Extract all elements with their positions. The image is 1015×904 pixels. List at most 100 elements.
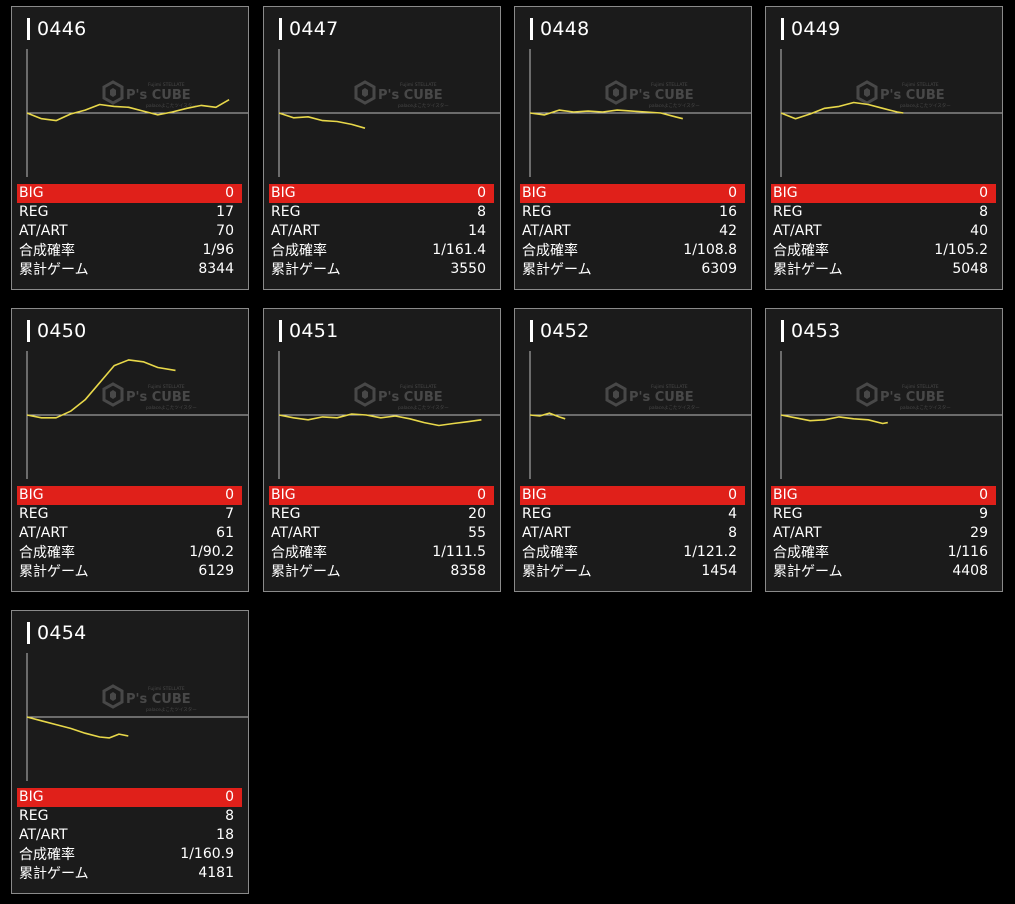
- stat-label-big: BIG: [271, 185, 296, 202]
- stat-row-big: BIG 0: [17, 486, 242, 505]
- stat-label-big: BIG: [271, 487, 296, 504]
- trend-line: [26, 99, 230, 122]
- machine-card-0450[interactable]: 0450 P's CUBE Fujimi STELLATE palaceよこたツ…: [11, 308, 249, 592]
- machine-number: 0454: [37, 622, 87, 644]
- stat-value-total-games: 3550: [450, 260, 486, 277]
- machine-card-0453[interactable]: 0453 P's CUBE Fujimi STELLATE palaceよこたツ…: [765, 308, 1003, 592]
- stat-row-combined-prob: 合成確率 1/111.5: [269, 542, 494, 561]
- stat-row-at-art: AT/ART 40: [771, 222, 996, 241]
- stat-row-at-art: AT/ART 14: [269, 222, 494, 241]
- stat-value-total-games: 4408: [952, 562, 988, 579]
- stat-row-total-games: 累計ゲーム 4408: [771, 561, 996, 580]
- stat-label-total-games: 累計ゲーム: [271, 563, 341, 580]
- trend-line: [26, 359, 176, 419]
- watermark-logo-icon: P's CUBE Fujimi STELLATE palaceよこたツイスター: [354, 80, 449, 109]
- stat-row-total-games: 累計ゲーム 5048: [771, 259, 996, 278]
- slump-graph: P's CUBE Fujimi STELLATE palaceよこたツイスター: [278, 49, 500, 177]
- watermark-tagline-bottom: palaceよこたツイスター: [900, 404, 951, 411]
- stat-row-at-art: AT/ART 55: [269, 524, 494, 543]
- machine-card-0449[interactable]: 0449 P's CUBE Fujimi STELLATE palaceよこたツ…: [765, 6, 1003, 290]
- stat-label-combined-prob: 合成確率: [522, 242, 578, 259]
- stat-row-combined-prob: 合成確率 1/96: [17, 240, 242, 259]
- stat-label-combined-prob: 合成確率: [19, 846, 75, 863]
- stat-row-combined-prob: 合成確率 1/121.2: [520, 542, 745, 561]
- machine-card-0454[interactable]: 0454 P's CUBE Fujimi STELLATE palaceよこたツ…: [11, 610, 249, 894]
- machine-card-0448[interactable]: 0448 P's CUBE Fujimi STELLATE palaceよこたツ…: [514, 6, 752, 290]
- stat-label-reg: REG: [19, 204, 49, 221]
- stat-value-combined-prob: 1/111.5: [432, 543, 486, 560]
- stat-row-combined-prob: 合成確率 1/108.8: [520, 240, 745, 259]
- stat-row-big: BIG 0: [771, 486, 996, 505]
- stats-table: BIG 0 REG 4 AT/ART 8 合成確率 1/121.2 累計ゲーム …: [520, 486, 745, 580]
- machine-number: 0450: [37, 320, 87, 342]
- watermark-logo-icon: P's CUBE Fujimi STELLATE palaceよこたツイスター: [605, 80, 700, 109]
- title-accent-bar: [27, 18, 30, 40]
- stats-table: BIG 0 REG 8 AT/ART 40 合成確率 1/105.2 累計ゲーム…: [771, 184, 996, 278]
- stat-label-big: BIG: [522, 487, 547, 504]
- stat-label-reg: REG: [773, 506, 803, 523]
- stat-label-total-games: 累計ゲーム: [522, 563, 592, 580]
- watermark-brand: P's CUBE: [378, 390, 443, 405]
- watermark-brand: P's CUBE: [629, 88, 694, 103]
- stat-row-total-games: 累計ゲーム 1454: [520, 561, 745, 580]
- stat-row-combined-prob: 合成確率 1/161.4: [269, 240, 494, 259]
- watermark-brand: P's CUBE: [629, 390, 694, 405]
- slump-graph: P's CUBE Fujimi STELLATE palaceよこたツイスター: [26, 351, 248, 479]
- stat-row-reg: REG 9: [771, 505, 996, 524]
- stat-value-reg: 9: [979, 506, 988, 523]
- watermark-tagline-bottom: palaceよこたツイスター: [146, 404, 197, 411]
- watermark-logo-icon: P's CUBE Fujimi STELLATE palaceよこたツイスター: [102, 382, 197, 411]
- stat-row-big: BIG 0: [520, 184, 745, 203]
- stat-row-total-games: 累計ゲーム 6129: [17, 561, 242, 580]
- stat-label-big: BIG: [522, 185, 547, 202]
- stat-row-at-art: AT/ART 8: [520, 524, 745, 543]
- watermark-brand: P's CUBE: [126, 692, 191, 707]
- stat-value-at-art: 40: [970, 222, 988, 239]
- stat-value-reg: 8: [225, 808, 234, 825]
- stat-label-reg: REG: [19, 506, 49, 523]
- stat-label-total-games: 累計ゲーム: [19, 261, 89, 278]
- stat-row-total-games: 累計ゲーム 8358: [269, 561, 494, 580]
- stat-value-at-art: 18: [216, 826, 234, 843]
- stat-label-total-games: 累計ゲーム: [773, 563, 843, 580]
- stat-row-big: BIG 0: [771, 184, 996, 203]
- stat-value-reg: 20: [468, 506, 486, 523]
- stat-value-combined-prob: 1/160.9: [180, 845, 234, 862]
- stat-row-at-art: AT/ART 29: [771, 524, 996, 543]
- stat-value-combined-prob: 1/108.8: [683, 241, 737, 258]
- stat-value-reg: 16: [719, 204, 737, 221]
- stat-label-reg: REG: [271, 204, 301, 221]
- machine-card-0452[interactable]: 0452 P's CUBE Fujimi STELLATE palaceよこたツ…: [514, 308, 752, 592]
- machine-card-0447[interactable]: 0447 P's CUBE Fujimi STELLATE palaceよこたツ…: [263, 6, 501, 290]
- machine-card-0446[interactable]: 0446 P's CUBE Fujimi STELLATE palaceよこたツ…: [11, 6, 249, 290]
- stat-row-combined-prob: 合成確率 1/160.9: [17, 844, 242, 863]
- stat-row-reg: REG 8: [771, 203, 996, 222]
- stat-label-total-games: 累計ゲーム: [271, 261, 341, 278]
- slump-graph: P's CUBE Fujimi STELLATE palaceよこたツイスター: [26, 49, 248, 177]
- stat-value-at-art: 29: [970, 524, 988, 541]
- stat-value-total-games: 6129: [198, 562, 234, 579]
- watermark-tagline-top: Fujimi STELLATE: [902, 384, 939, 390]
- machine-card-0451[interactable]: 0451 P's CUBE Fujimi STELLATE palaceよこたツ…: [263, 308, 501, 592]
- stat-value-combined-prob: 1/121.2: [683, 543, 737, 560]
- stat-value-big: 0: [477, 185, 486, 202]
- machine-number: 0452: [540, 320, 590, 342]
- watermark-tagline-top: Fujimi STELLATE: [902, 82, 939, 88]
- stat-value-reg: 8: [979, 204, 988, 221]
- watermark-brand: P's CUBE: [378, 88, 443, 103]
- stat-row-combined-prob: 合成確率 1/105.2: [771, 240, 996, 259]
- stat-label-combined-prob: 合成確率: [271, 242, 327, 259]
- title-accent-bar: [279, 18, 282, 40]
- trend-line: [278, 413, 482, 427]
- stat-value-at-art: 14: [468, 222, 486, 239]
- stat-label-combined-prob: 合成確率: [19, 242, 75, 259]
- slump-graph: P's CUBE Fujimi STELLATE palaceよこたツイスター: [278, 351, 500, 479]
- machine-number: 0447: [289, 18, 339, 40]
- stat-value-total-games: 6309: [701, 260, 737, 277]
- stat-label-combined-prob: 合成確率: [522, 544, 578, 561]
- stat-label-at-art: AT/ART: [271, 524, 320, 541]
- machine-number: 0453: [791, 320, 841, 342]
- stat-row-big: BIG 0: [17, 184, 242, 203]
- stat-label-total-games: 累計ゲーム: [773, 261, 843, 278]
- stat-row-reg: REG 8: [17, 807, 242, 826]
